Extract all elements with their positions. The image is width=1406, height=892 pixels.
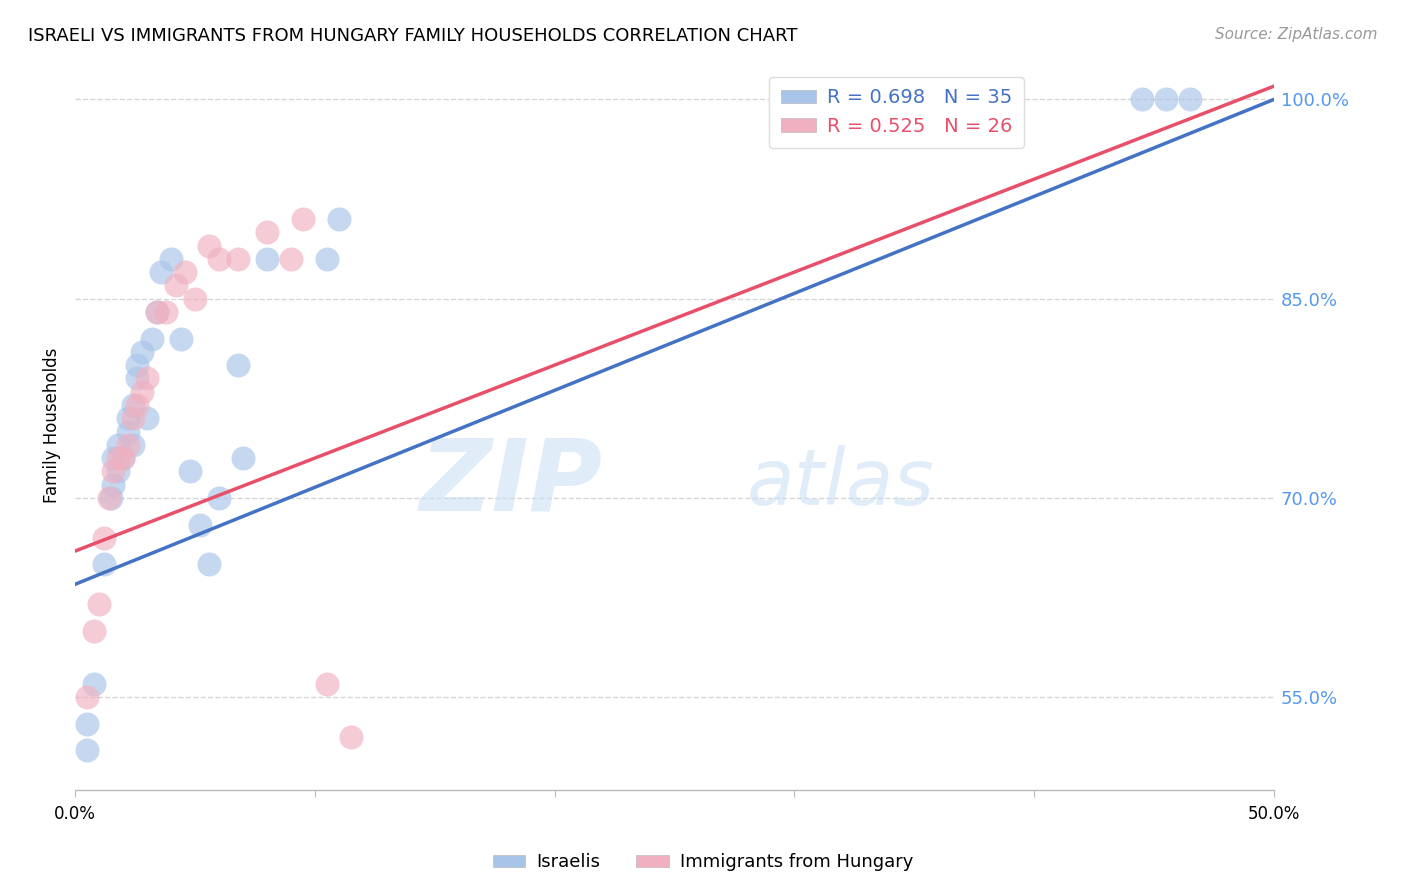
Point xyxy=(226,358,249,372)
Point xyxy=(198,558,221,572)
Point xyxy=(83,624,105,638)
Point xyxy=(184,292,207,306)
Point xyxy=(232,451,254,466)
Point xyxy=(100,491,122,505)
Point xyxy=(121,438,143,452)
Point xyxy=(169,332,191,346)
Text: Source: ZipAtlas.com: Source: ZipAtlas.com xyxy=(1215,27,1378,42)
Point xyxy=(1154,92,1177,106)
Point xyxy=(76,743,98,757)
Point xyxy=(198,238,221,252)
Point xyxy=(339,730,361,744)
Point xyxy=(328,212,350,227)
Point xyxy=(121,398,143,412)
Point xyxy=(93,558,115,572)
Point xyxy=(103,451,125,466)
Point xyxy=(107,438,129,452)
Point xyxy=(117,411,139,425)
Point xyxy=(107,464,129,478)
Point xyxy=(127,371,149,385)
Point xyxy=(136,411,159,425)
Point xyxy=(111,451,134,466)
Point xyxy=(141,332,163,346)
Point xyxy=(1130,92,1153,106)
Point xyxy=(117,438,139,452)
Point xyxy=(174,265,197,279)
Point xyxy=(127,398,149,412)
Point xyxy=(111,451,134,466)
Point xyxy=(155,305,177,319)
Point xyxy=(87,597,110,611)
Point xyxy=(179,464,201,478)
Point xyxy=(1178,92,1201,106)
Legend: Israelis, Immigrants from Hungary: Israelis, Immigrants from Hungary xyxy=(485,847,921,879)
Point xyxy=(131,384,153,399)
Text: ISRAELI VS IMMIGRANTS FROM HUNGARY FAMILY HOUSEHOLDS CORRELATION CHART: ISRAELI VS IMMIGRANTS FROM HUNGARY FAMIL… xyxy=(28,27,797,45)
Point xyxy=(150,265,173,279)
Point xyxy=(103,477,125,491)
Point xyxy=(107,451,129,466)
Point xyxy=(315,677,337,691)
Point xyxy=(165,278,187,293)
Legend: R = 0.698   N = 35, R = 0.525   N = 26: R = 0.698 N = 35, R = 0.525 N = 26 xyxy=(769,77,1025,148)
Point xyxy=(136,371,159,385)
Point xyxy=(117,425,139,439)
Point xyxy=(291,212,314,227)
Point xyxy=(145,305,167,319)
Point xyxy=(131,344,153,359)
Text: ZIP: ZIP xyxy=(419,434,603,532)
Point xyxy=(83,677,105,691)
Point xyxy=(121,411,143,425)
Point xyxy=(188,517,211,532)
Y-axis label: Family Households: Family Households xyxy=(44,347,60,502)
Point xyxy=(208,491,231,505)
Point xyxy=(76,690,98,705)
Point xyxy=(226,252,249,266)
Point xyxy=(256,252,278,266)
Point xyxy=(127,358,149,372)
Point xyxy=(208,252,231,266)
Point xyxy=(76,716,98,731)
Point xyxy=(315,252,337,266)
Point xyxy=(160,252,183,266)
Point xyxy=(93,531,115,545)
Text: atlas: atlas xyxy=(747,445,934,521)
Point xyxy=(256,225,278,239)
Point xyxy=(103,464,125,478)
Point xyxy=(97,491,120,505)
Point xyxy=(280,252,302,266)
Point xyxy=(145,305,167,319)
